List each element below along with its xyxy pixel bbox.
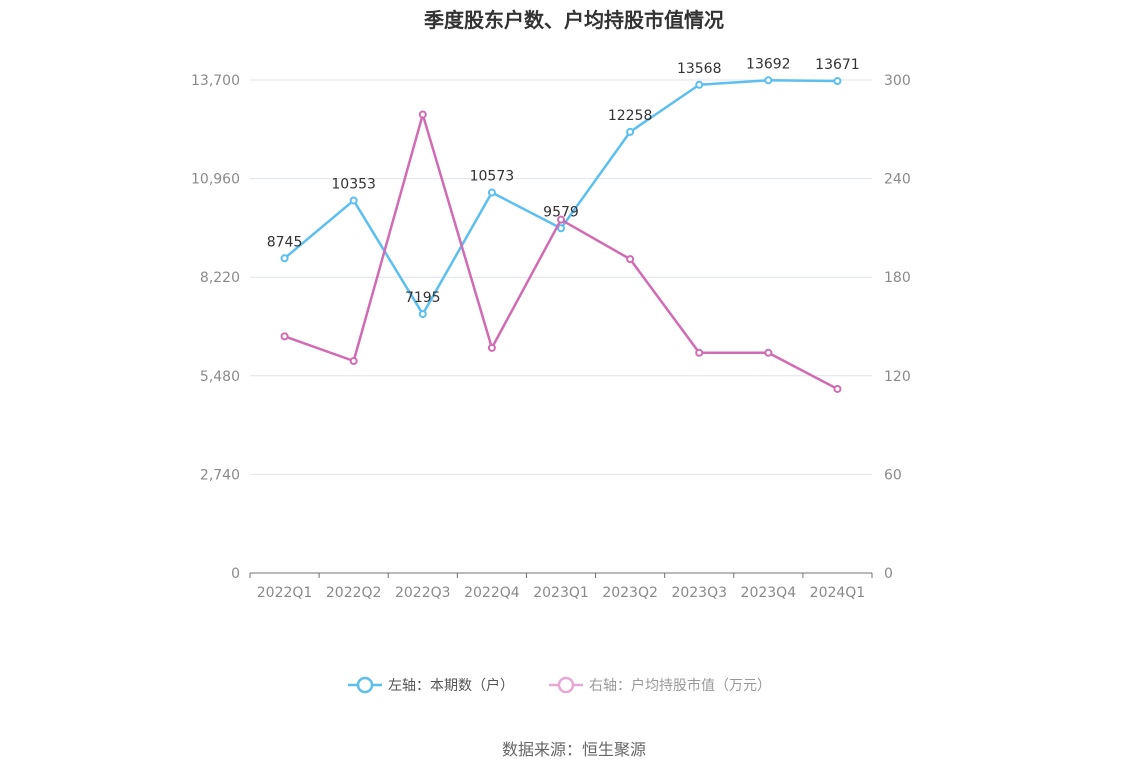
left-axis-tick-label: 2,740 [200, 467, 240, 483]
data-labels: 8745 10353 7195 10573 9579 12258 13568 13692 136… [267, 56, 860, 306]
holders-count-point [764, 76, 773, 85]
data-label: 13692 [746, 56, 791, 72]
avg-holding-value-point [418, 110, 427, 119]
series-lines [280, 76, 842, 393]
avg-holding-value-line [284, 113, 839, 391]
data-label: 10353 [331, 176, 376, 192]
data-label: 9579 [543, 204, 579, 220]
data-label: 8745 [267, 234, 303, 250]
x-axis-category-label: 2023Q2 [602, 585, 658, 601]
left-axis-tick-label: 5,480 [200, 369, 240, 385]
avg-holding-value-point [557, 215, 565, 224]
data-label: 7195 [405, 290, 441, 306]
holders-count-point [349, 196, 358, 205]
avg-holding-value-point [695, 348, 704, 357]
axes: 0 0 2,740 60 5,480 120 8,220 180 10,960 240 13,700… [191, 73, 911, 601]
legend: 左轴：本期数（户） 右轴：户均持股市值（万元） [348, 676, 771, 694]
data-label: 13568 [677, 61, 722, 77]
x-axis-category-label: 2022Q3 [395, 585, 451, 601]
left-axis-tick-label: 10,960 [191, 172, 240, 188]
right-axis-tick-label: 60 [884, 467, 902, 483]
avg-holding-value-point [349, 357, 358, 366]
avg-holding-value-point [764, 348, 773, 357]
holders-count-point [626, 127, 635, 136]
right-axis-tick-label: 0 [884, 566, 893, 582]
holders-count-point [487, 188, 496, 197]
left-axis-tick-label: 13,700 [191, 73, 240, 89]
holders-count-point [557, 224, 565, 233]
legend-item-avg-holding-value[interactable]: 右轴：户均持股市值（万元） [549, 676, 771, 694]
chart-title: 季度股东户数、户均持股市值情况 [424, 8, 724, 32]
right-axis-tick-label: 120 [884, 369, 911, 385]
source-note: 数据来源：恒生聚源 [501, 740, 646, 759]
holders-count-point [280, 254, 289, 263]
legend-item-holders-count[interactable]: 左轴：本期数（户） [348, 676, 514, 694]
right-axis-tick-label: 180 [884, 270, 911, 286]
holders-count-point [833, 77, 842, 86]
x-axis-category-label: 2024Q1 [810, 585, 866, 601]
avg-holding-value-point [626, 255, 635, 264]
data-label: 13671 [815, 57, 860, 73]
data-label: 10573 [470, 169, 515, 185]
holders-count-line [283, 79, 838, 316]
left-axis-tick-label: 8,220 [200, 270, 240, 286]
x-axis-category-label: 2022Q1 [257, 585, 313, 601]
x-axis-category-label: 2022Q4 [464, 585, 520, 601]
right-axis-tick-label: 300 [884, 73, 911, 89]
x-axis-category-label: 2022Q2 [326, 585, 382, 601]
legend-label: 左轴：本期数（户） [388, 677, 514, 694]
avg-holding-value-point [487, 343, 496, 352]
x-axis-category-label: 2023Q3 [671, 585, 727, 601]
legend-marker-icon [557, 676, 575, 694]
right-axis-tick-label: 240 [884, 172, 911, 188]
x-axis-category-label: 2023Q1 [533, 585, 589, 601]
x-axis-category-label: 2023Q4 [741, 585, 797, 601]
grid-lines [250, 79, 872, 475]
legend-label: 右轴：户均持股市值（万元） [589, 677, 771, 694]
avg-holding-value-point [280, 332, 289, 341]
holders-count-point [418, 310, 427, 319]
left-axis-tick-label: 0 [231, 566, 240, 582]
data-label: 12258 [608, 108, 653, 124]
legend-marker-icon [356, 676, 374, 694]
holders-count-point [695, 80, 704, 89]
avg-holding-value-point [833, 384, 842, 393]
